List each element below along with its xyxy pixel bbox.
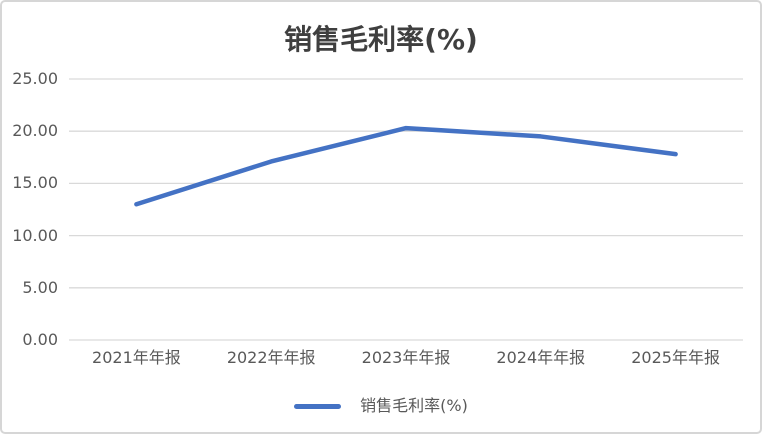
legend-line-swatch (294, 403, 342, 409)
series-line (134, 125, 678, 207)
y-axis-tick-label: 5.00 (22, 277, 58, 297)
x-axis-tick-label: 2025年年报 (631, 348, 720, 367)
x-axis-tick-label: 2024年年报 (496, 348, 586, 367)
x-axis-tick-label: 2021年年报 (92, 348, 181, 367)
chart-title: 销售毛利率(%) (284, 23, 478, 56)
y-axis-tick-label: 15.00 (12, 173, 58, 193)
y-axis-tick-label: 20.00 (12, 121, 58, 141)
y-axis-tick-label: 10.00 (12, 225, 58, 245)
legend[interactable]: 销售毛利率(%) (2, 396, 760, 416)
x-axis-tick-label: 2023年年报 (361, 348, 451, 367)
y-axis-tick-label: 25.00 (12, 69, 58, 88)
x-axis-tick-label: 2022年年报 (226, 348, 316, 367)
legend-label: 销售毛利率(%) (360, 396, 468, 415)
y-axis-tick-label: 0.00 (22, 330, 58, 349)
